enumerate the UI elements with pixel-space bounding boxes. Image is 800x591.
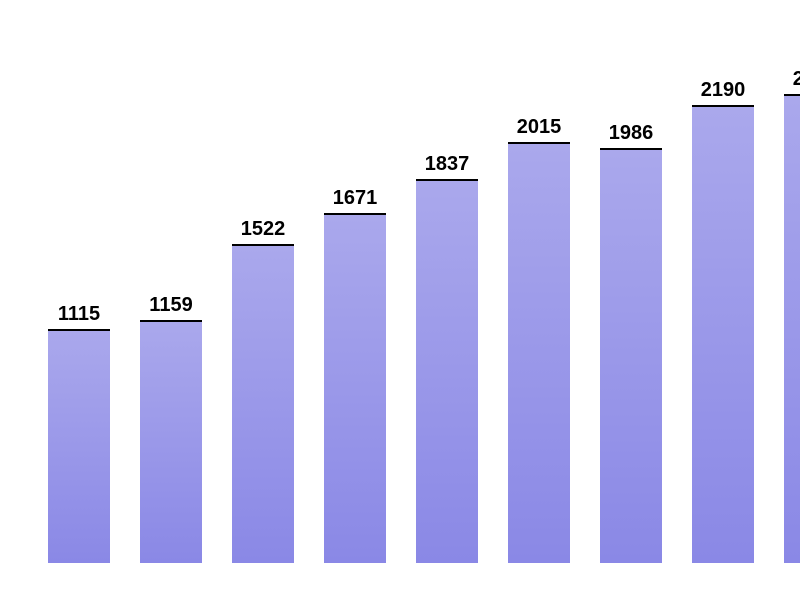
bar-2: 1522 <box>232 244 294 561</box>
bar-value-label: 1671 <box>324 187 386 210</box>
bar-6: 1986 <box>600 148 662 561</box>
bar-value-label: 1986 <box>600 122 662 145</box>
bar-5: 2015 <box>508 142 570 561</box>
bar-value-label: 2243 <box>784 68 800 91</box>
bar-rect <box>784 94 800 563</box>
bar-rect <box>600 148 662 563</box>
bar-rect <box>140 320 202 563</box>
bar-value-label: 2190 <box>692 79 754 102</box>
bar-rect <box>324 213 386 563</box>
bar-value-label: 1159 <box>140 294 202 317</box>
bar-7: 2190 <box>692 105 754 561</box>
bar-rect <box>232 244 294 563</box>
bar-rect <box>692 105 754 563</box>
bar-0: 1115 <box>48 329 110 561</box>
bar-3: 1671 <box>324 213 386 561</box>
bar-rect <box>508 142 570 563</box>
bar-4: 1837 <box>416 179 478 561</box>
bar-rect <box>48 329 110 563</box>
bar-1: 1159 <box>140 320 202 561</box>
bar-rect <box>416 179 478 563</box>
bar-value-label: 1115 <box>48 303 110 326</box>
bar-value-label: 1522 <box>232 218 294 241</box>
bar-chart: 1115 1159 1522 1671 1837 2015 1986 2190 2243 <box>0 0 800 591</box>
bar-value-label: 2015 <box>508 116 570 139</box>
bar-8: 2243 <box>784 94 800 561</box>
bar-value-label: 1837 <box>416 153 478 176</box>
